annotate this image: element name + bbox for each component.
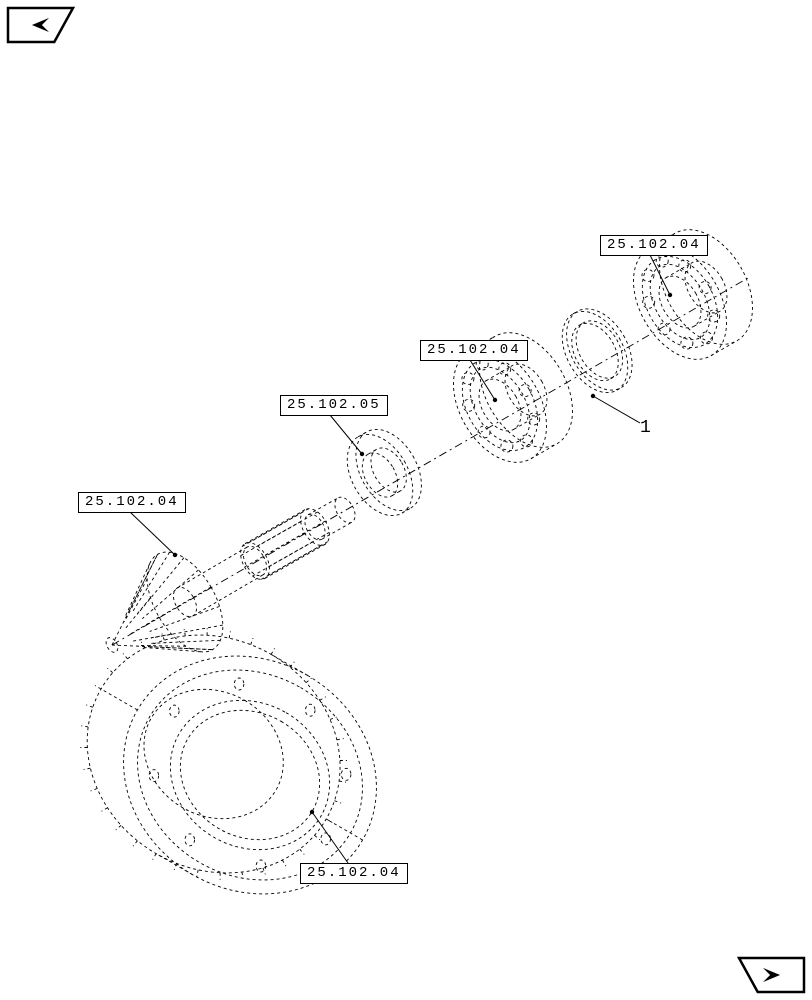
diagram-stage: 25.102.04 25.102.05 25.102.04 25.102.04 25.1… [0, 0, 812, 1000]
callout-bearing1: 25.102.04 [420, 340, 528, 361]
callout-shim: 1 [640, 418, 651, 438]
callout-washer1: 25.102.05 [280, 395, 388, 416]
callout-bearing2: 25.102.04 [600, 235, 708, 256]
callout-ringgear: 25.102.04 [300, 863, 408, 884]
callout-pinion: 25.102.04 [78, 492, 186, 513]
